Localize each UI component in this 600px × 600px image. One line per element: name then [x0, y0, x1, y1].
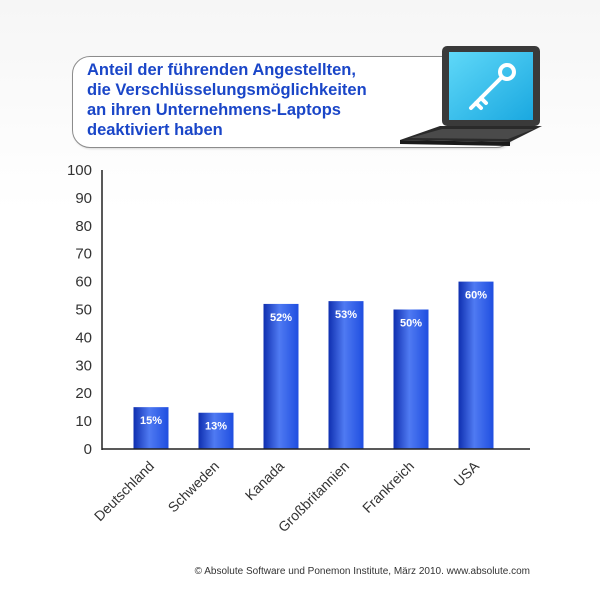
bar-value-label: 13% [205, 421, 227, 433]
bar [198, 412, 234, 449]
x-category-label: USA [450, 457, 482, 489]
bar-value-label: 53% [335, 309, 357, 321]
bar [263, 303, 299, 449]
y-tick-label: 0 [84, 441, 92, 458]
y-tick-label: 20 [75, 385, 92, 402]
bar [133, 407, 169, 449]
bars: 15% 13% 52% 53% 50% 60% [133, 281, 494, 449]
y-tick-label: 50 [75, 302, 92, 319]
y-tick-label: 90 [75, 190, 92, 207]
y-tick-label: 80 [75, 218, 92, 235]
bar-value-label: 50% [400, 318, 422, 330]
bar-value-label: 60% [465, 290, 487, 302]
y-tick-label: 40 [75, 329, 92, 346]
x-category-label: Frankreich [359, 458, 417, 516]
x-category-label: Kanada [242, 458, 288, 504]
y-axis: 0 10 20 30 40 50 60 70 80 90 100 [67, 162, 103, 458]
footer-credit: © Absolute Software und Ponemon Institut… [194, 566, 530, 577]
y-tick-label: 100 [67, 162, 92, 179]
bar-value-label: 52% [270, 312, 292, 324]
y-tick-label: 70 [75, 246, 92, 263]
y-tick-label: 60 [75, 274, 92, 291]
bar [393, 309, 429, 449]
x-category-label: Deutschland [91, 458, 157, 524]
chart-title: Anteil der führenden Angestellten, die V… [87, 61, 367, 139]
x-category-label: Schweden [165, 458, 223, 516]
bar-value-label: 15% [140, 415, 162, 427]
laptop-key-icon [398, 42, 548, 157]
bar [328, 301, 364, 449]
y-tick-label: 30 [75, 357, 92, 374]
y-tick-label: 10 [75, 413, 92, 430]
bar [458, 281, 494, 449]
